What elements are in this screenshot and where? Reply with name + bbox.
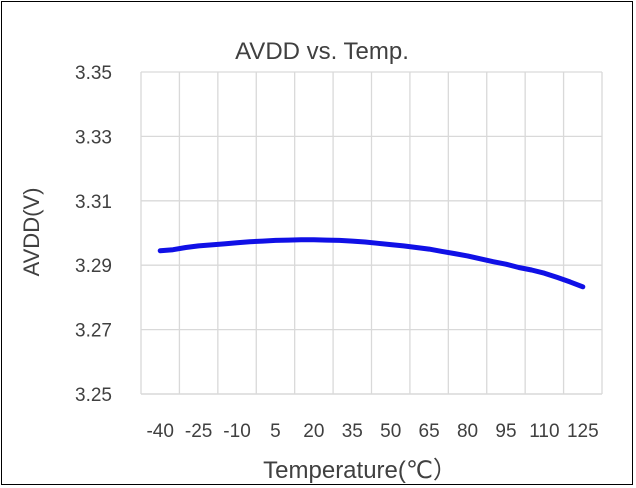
x-tick-label: 20 (303, 421, 324, 442)
x-tick-label: -40 (146, 421, 173, 442)
y-tick-label: 3.31 (75, 192, 112, 213)
y-tick-label: 3.25 (75, 385, 112, 406)
x-tick-label: 65 (419, 421, 440, 442)
x-tick-label: 95 (495, 421, 516, 442)
x-axis-label: Temperature(℃） (263, 457, 457, 484)
chart-title: AVDD vs. Temp. (235, 38, 409, 65)
x-tick-label: 35 (342, 421, 363, 442)
y-tick-labels: 3.25 3.27 3.29 3.31 3.33 3.35 (75, 63, 112, 406)
grid (140, 71, 603, 394)
y-axis-label: AVDD(V) (19, 188, 44, 277)
y-tick-label: 3.29 (75, 256, 112, 277)
series-layer (157, 237, 586, 290)
series-line (157, 237, 586, 290)
x-tick-labels: -40 -25 -10 5 20 35 50 65 80 95 110 125 (146, 421, 598, 442)
y-tick-label: 3.27 (75, 321, 112, 342)
y-tick-label: 3.33 (75, 127, 112, 148)
x-tick-label: 110 (529, 421, 559, 442)
x-tick-label: 5 (270, 421, 281, 442)
x-tick-label: 125 (567, 421, 599, 442)
y-tick-label: 3.35 (75, 63, 112, 84)
x-tick-label: -25 (185, 421, 212, 442)
x-tick-label: 80 (457, 421, 478, 442)
x-tick-label: -10 (223, 421, 250, 442)
x-tick-label: 50 (380, 421, 401, 442)
